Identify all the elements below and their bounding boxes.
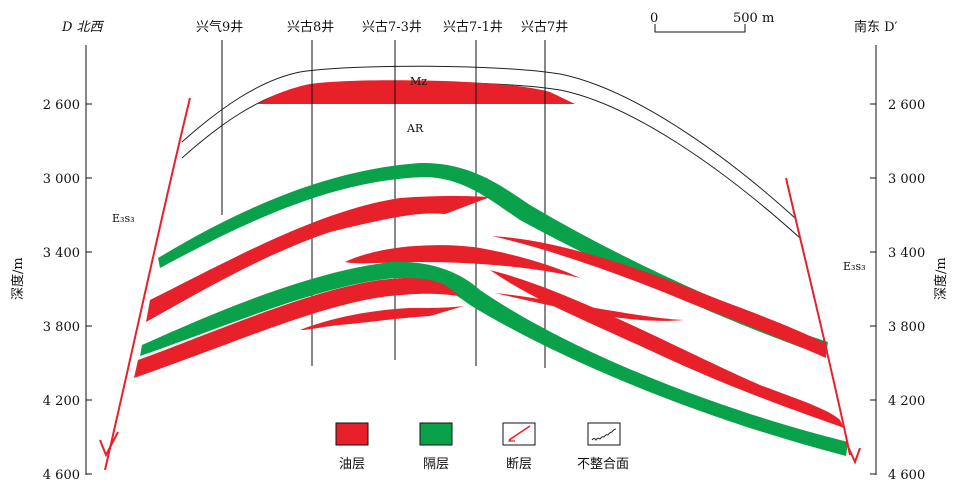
scale-bar-end: 500 m xyxy=(733,11,774,26)
formation-label-right: E₃s₃ xyxy=(843,260,866,273)
well-name-xg7-1: 兴古7-1井 xyxy=(443,20,503,35)
depth-tick-left-3000: 3 000 xyxy=(43,172,80,187)
depth-tick-left-4600: 4 600 xyxy=(43,468,80,483)
oil-layer-right-lower xyxy=(490,270,844,428)
depth-tick-right-3800: 3 800 xyxy=(888,320,925,335)
well-name-xg8: 兴古8井 xyxy=(287,20,334,35)
oil-layer-lower-tongue xyxy=(300,306,464,330)
legend-swatch-oil xyxy=(335,422,369,446)
scale-bar: 0 500 m xyxy=(650,11,774,33)
barrier-layer-lower xyxy=(140,261,848,456)
well-name-xg7-3: 兴古7-3井 xyxy=(362,20,422,35)
legend-label-barrier: 隔层 xyxy=(423,457,449,472)
right-axis-title: 深度/m xyxy=(933,257,949,300)
depth-tick-right-3400: 3 400 xyxy=(888,246,925,261)
well-name-xg7: 兴古7井 xyxy=(521,20,568,35)
legend-label-fault: 断层 xyxy=(506,457,532,472)
unconformity-icon xyxy=(591,428,617,441)
legend-swatch-unconformity xyxy=(587,422,621,446)
depth-tick-right-4200: 4 200 xyxy=(888,394,925,409)
left-axis-title: 深度/m xyxy=(10,257,26,300)
legend-label-oil: 油层 xyxy=(339,457,365,472)
oil-layer-upper-wedge xyxy=(395,197,490,214)
depth-tick-left-3400: 3 400 xyxy=(43,246,80,261)
depth-tick-left-3800: 3 800 xyxy=(43,320,80,335)
depth-tick-right-2600: 2 600 xyxy=(888,98,925,113)
section-label-right: 南东 D′ xyxy=(854,19,898,35)
axis-ticks xyxy=(86,103,876,475)
unit-label-ar: AR xyxy=(406,122,424,135)
scale-bar-start: 0 xyxy=(650,11,658,26)
depth-tick-right-3000: 3 000 xyxy=(888,172,925,187)
well-name-xq9: 兴气9井 xyxy=(196,19,243,35)
oil-layer-lower-main xyxy=(134,277,460,378)
legend-swatch-barrier xyxy=(419,422,453,446)
formation-label-left: E₃s₃ xyxy=(112,212,135,225)
unit-label-mz: Mz xyxy=(410,75,427,88)
section-label-left: D 北西 xyxy=(61,20,105,35)
oil-layer-right-wedge xyxy=(495,293,684,321)
depth-tick-right-4600: 4 600 xyxy=(888,468,925,483)
fault-left xyxy=(99,97,191,471)
legend: 油层 隔层 断层 不整合面 xyxy=(335,422,629,472)
oil-layer-mid-lens xyxy=(345,245,580,278)
depth-tick-left-2600: 2 600 xyxy=(43,98,80,113)
mz-oil-body xyxy=(258,80,575,104)
legend-label-unconformity: 不整合面 xyxy=(577,457,629,472)
fault-right xyxy=(785,177,861,465)
depth-tick-left-4200: 4 200 xyxy=(43,394,80,409)
